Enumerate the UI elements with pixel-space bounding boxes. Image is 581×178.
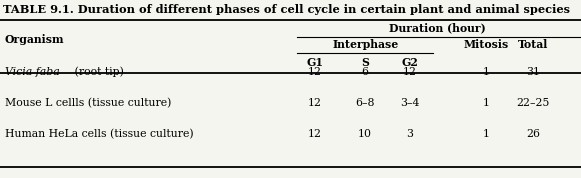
- Text: 12: 12: [308, 129, 322, 139]
- Text: Organism: Organism: [5, 34, 64, 45]
- Text: 6: 6: [361, 67, 368, 77]
- Text: 3–4: 3–4: [400, 98, 419, 108]
- Text: 12: 12: [308, 67, 322, 77]
- Text: 12: 12: [403, 67, 417, 77]
- Text: TABLE 9.1. Duration of different phases of cell cycle in certain plant and anima: TABLE 9.1. Duration of different phases …: [3, 4, 570, 15]
- Text: Mouse L cellls (tissue culture): Mouse L cellls (tissue culture): [5, 98, 171, 108]
- Text: G1: G1: [306, 57, 324, 68]
- Text: 10: 10: [358, 129, 372, 139]
- Text: 1: 1: [482, 67, 490, 77]
- Text: 26: 26: [526, 129, 540, 139]
- Text: 1: 1: [482, 129, 490, 139]
- Text: S: S: [361, 57, 369, 68]
- Text: Human HeLa cells (tissue culture): Human HeLa cells (tissue culture): [5, 129, 193, 140]
- Text: 3: 3: [406, 129, 413, 139]
- Text: 31: 31: [526, 67, 540, 77]
- Text: Total: Total: [518, 39, 548, 50]
- Text: (root tip): (root tip): [71, 67, 124, 77]
- Text: 6–8: 6–8: [355, 98, 375, 108]
- Text: Mitosis: Mitosis: [464, 39, 508, 50]
- Text: 1: 1: [482, 98, 490, 108]
- Text: Duration (hour): Duration (hour): [389, 22, 486, 33]
- Text: 12: 12: [308, 98, 322, 108]
- Text: G2: G2: [401, 57, 418, 68]
- Text: Interphase: Interphase: [332, 39, 399, 50]
- Text: Vicia faba: Vicia faba: [5, 67, 59, 77]
- Text: 22–25: 22–25: [517, 98, 550, 108]
